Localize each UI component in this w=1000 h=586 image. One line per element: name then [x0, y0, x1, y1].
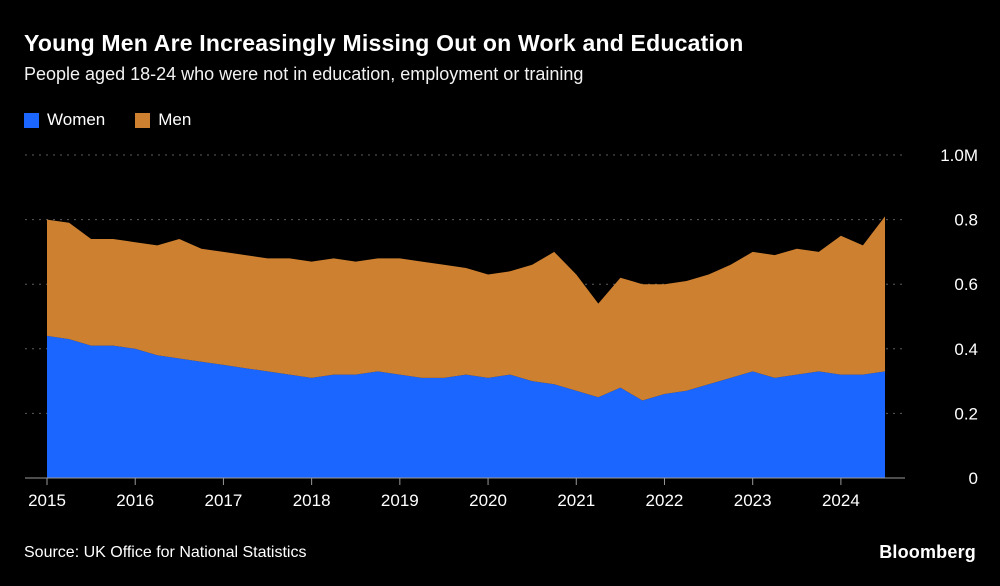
area-women: [47, 335, 885, 478]
y-axis-label: 0: [969, 469, 978, 488]
legend: Women Men: [24, 110, 191, 130]
men-color-swatch: [135, 112, 151, 128]
x-axis-label: 2016: [116, 491, 154, 510]
x-axis-label: 2019: [381, 491, 419, 510]
y-axis-label: 0.4: [954, 340, 978, 359]
women-color-swatch: [24, 112, 39, 128]
legend-item-women: Women: [24, 110, 105, 130]
x-axis-label: 2023: [734, 491, 772, 510]
footer: Source: UK Office for National Statistic…: [24, 542, 976, 563]
x-axis-label: 2024: [822, 491, 860, 510]
y-axis-label: 0.6: [954, 275, 978, 294]
x-axis-label: 2015: [28, 491, 66, 510]
x-axis-label: 2018: [293, 491, 331, 510]
stacked-area-chart: 2015 2016 2017 2018 2019 2020 2021 2022 2023 2024…: [25, 146, 978, 510]
legend-item-men: Men: [135, 110, 191, 130]
bloomberg-logo: Bloomberg: [879, 542, 976, 562]
chart-subtitle: People aged 18-24 who were not in educat…: [24, 64, 584, 84]
x-axis-label: 2017: [205, 491, 243, 510]
legend-label-men: Men: [158, 110, 192, 129]
chart-title: Young Men Are Increasingly Missing Out o…: [24, 30, 744, 56]
x-axis-label: 2020: [469, 491, 507, 510]
legend-label-women: Women: [47, 110, 106, 129]
x-axis-label: 2021: [557, 491, 595, 510]
y-axis-label: 0.8: [954, 211, 978, 230]
area-men: [47, 216, 885, 401]
source-note: Source: UK Office for National Statistic…: [24, 543, 307, 561]
y-axis-label: 0.2: [954, 404, 978, 423]
y-axis-label: 1.0M: [940, 146, 978, 165]
x-axis-label: 2022: [646, 491, 684, 510]
